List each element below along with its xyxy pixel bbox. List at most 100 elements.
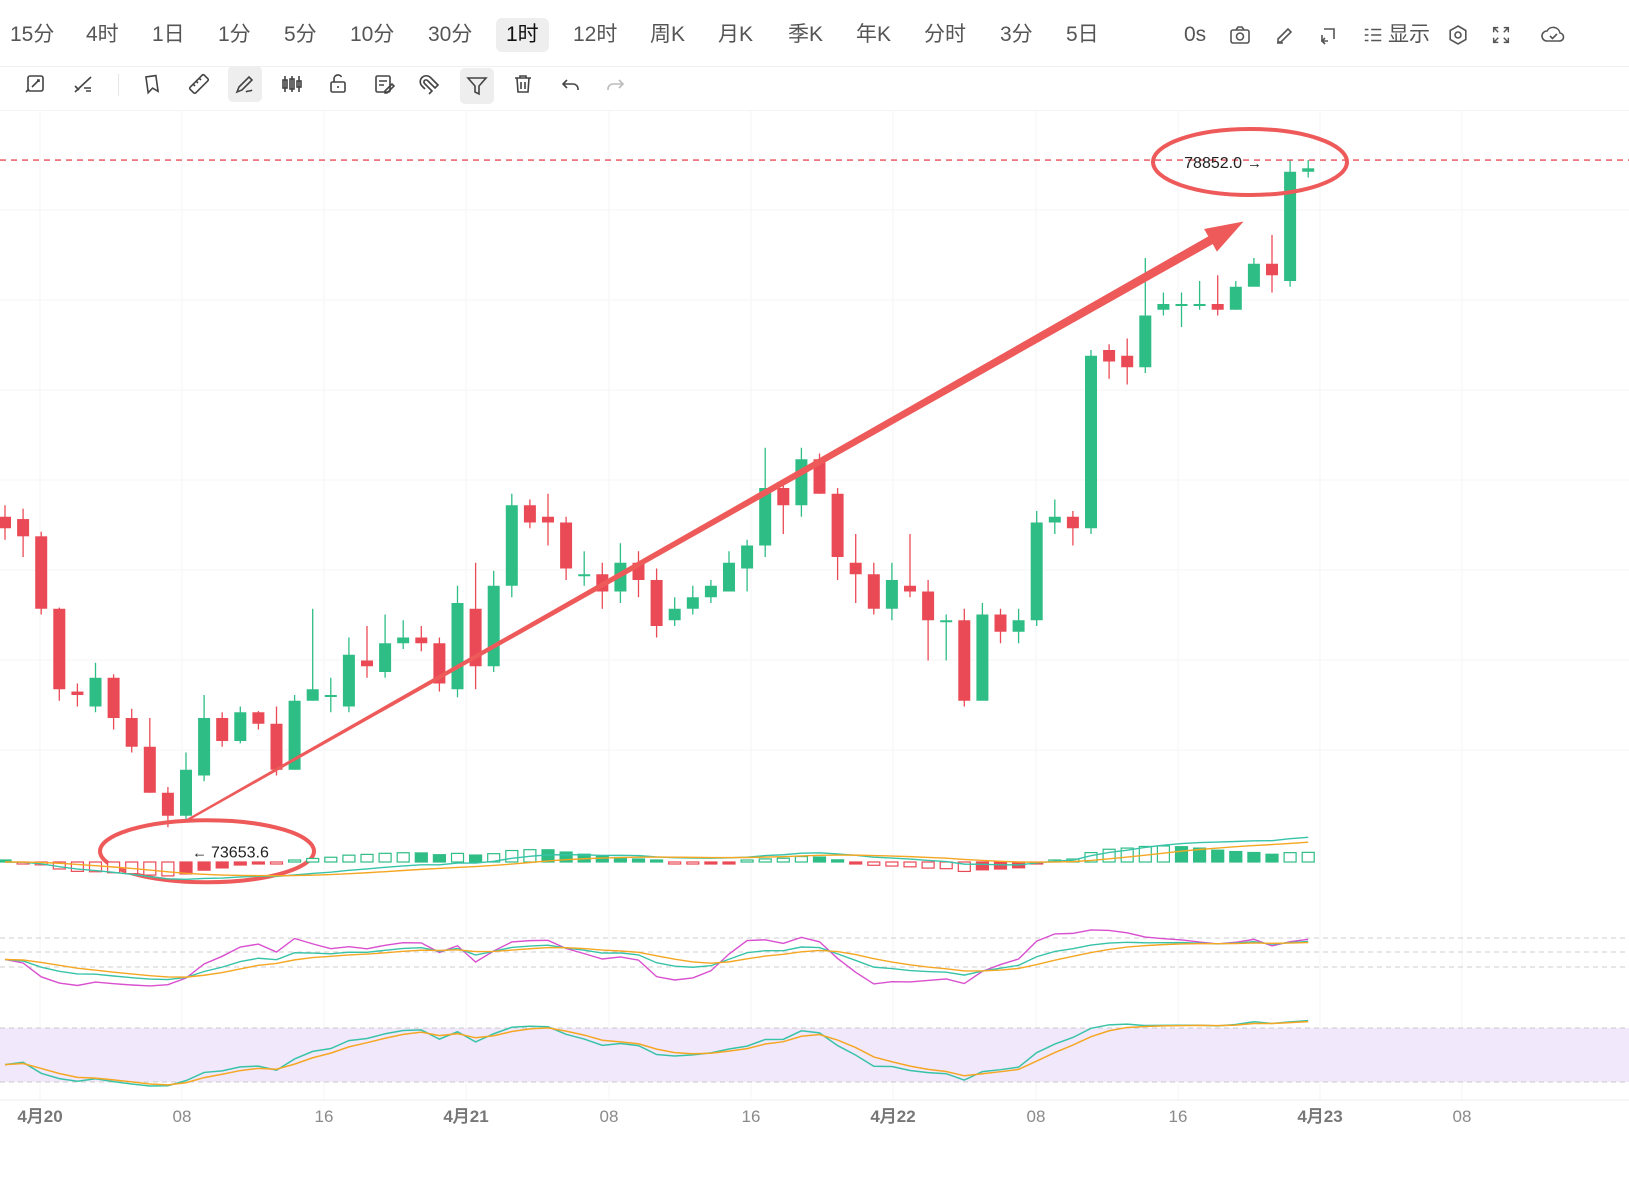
x-axis-label: 4月22 [870,1107,915,1126]
brush-icon[interactable] [228,66,262,102]
trash-icon[interactable] [506,66,540,102]
macd-bar [794,855,809,863]
timeframe-1h[interactable]: 1时 [496,18,549,52]
x-axis-label: 4月20 [17,1107,62,1126]
ruler-icon[interactable] [182,66,216,102]
macd-bar [197,861,211,871]
auto-draw-icon[interactable] [19,66,53,102]
macd-bar [1301,851,1315,863]
candle-body [723,562,735,592]
candle-body [1284,171,1297,281]
x-axis-label: 16 [1169,1107,1188,1126]
candle-body [1066,516,1079,529]
timeframe-year[interactable]: 年K [856,23,892,46]
macd-bar [776,857,790,863]
timeframe-30m[interactable]: 30分 [428,23,473,46]
candle-body [1121,355,1134,368]
timeframe-bar: 15分 4时 1日 1分 5分 10分 30分 1时 12时 周K 月K 季K … [0,0,1629,67]
macd-bar [1120,847,1134,863]
magnet-icon[interactable] [413,66,447,102]
candle-body [704,585,717,598]
candle-body [361,660,373,667]
candle-body [976,614,989,701]
candle-body [451,603,464,690]
candle-body [578,574,591,577]
timeframe-4h[interactable]: 4时 [86,23,119,46]
redo-icon[interactable] [599,66,633,102]
candle-body [813,459,826,494]
macd-bar [1192,847,1207,863]
settings-icon[interactable] [1446,18,1470,52]
timeframe-5d[interactable]: 5日 [1066,23,1099,46]
timeframe-timeshare[interactable]: 分时 [924,23,966,46]
stoch-panel [0,1019,1629,1087]
candle-body [1229,286,1242,310]
macd-panel [0,836,1315,880]
candle-pattern-icon[interactable] [275,66,309,102]
macd-bar [686,861,700,865]
macd-bar [595,856,609,863]
macd-bar [215,861,229,869]
timeframe-15m[interactable]: 15分 [10,23,55,46]
macd-bar [631,858,646,863]
candle-body [885,580,898,609]
timeframe-12h[interactable]: 12时 [573,23,618,46]
stoch-k-line [4,1019,1309,1087]
timeframe-quarter[interactable]: 季K [788,23,824,46]
macd-bar [1211,849,1225,863]
candle-body [216,718,229,741]
undo-icon[interactable] [553,66,587,102]
candle-body [686,597,699,609]
kdj-k-line [4,940,1309,981]
trend-arrow [185,221,1244,822]
candle-body [922,591,935,621]
candle-body [469,608,482,667]
timeframe-1d[interactable]: 1日 [152,23,185,46]
candle-body [107,677,120,718]
candle-body [306,689,319,701]
kdj-panel [0,929,1629,987]
macd-bar [1283,852,1297,863]
x-axis-label: 08 [173,1107,192,1126]
bookmark-icon[interactable] [136,66,170,102]
low-circle-annotation [98,818,316,885]
lock-icon[interactable] [321,66,355,102]
price-chart[interactable]: 78852.0 73653.6 → ← 4月20 08 16 4月21 08 16 4月22 0… [0,110,1629,1182]
candle-body [1048,516,1061,523]
macd-bar [306,857,320,863]
macd-bar [450,852,465,863]
display-label[interactable]: 显示 [1388,23,1430,46]
pen-icon[interactable] [1273,18,1297,52]
timeframe-week[interactable]: 周K [650,23,686,46]
candle-body [1175,304,1188,306]
line-tool-icon[interactable] [66,66,100,102]
candle-body [324,695,337,697]
timeframe-5m[interactable]: 5分 [284,23,317,46]
note-icon[interactable] [367,66,401,102]
macd-bar [939,861,953,870]
candle-body [958,620,971,701]
sync-icon[interactable] [1540,18,1566,52]
camera-icon[interactable] [1228,18,1252,52]
timeframe-10m[interactable]: 10分 [350,23,395,46]
macd-bar [649,859,664,863]
macd-bar [288,859,302,863]
display-icon[interactable] [1362,18,1384,52]
timeframe-1m[interactable]: 1分 [218,23,251,46]
replay-icon[interactable] [1316,18,1340,52]
trend-arrow-annotation [98,127,1349,885]
macd-bar [830,859,845,863]
candle-body [379,643,392,672]
kdj-d-line [4,941,1309,978]
candle-body [867,574,880,609]
timeframe-month[interactable]: 月K [718,23,754,46]
extreme-markers: 78852.0 73653.6 → ← [192,155,1262,861]
macd-bar [1174,846,1189,863]
fullscreen-icon[interactable] [1490,18,1512,52]
candle-body [523,505,536,523]
candle-body [0,516,11,529]
candle-body [1012,620,1025,632]
filter-icon[interactable] [460,68,494,104]
timeframe-3m[interactable]: 3分 [1000,23,1033,46]
macd-bar [161,861,175,877]
